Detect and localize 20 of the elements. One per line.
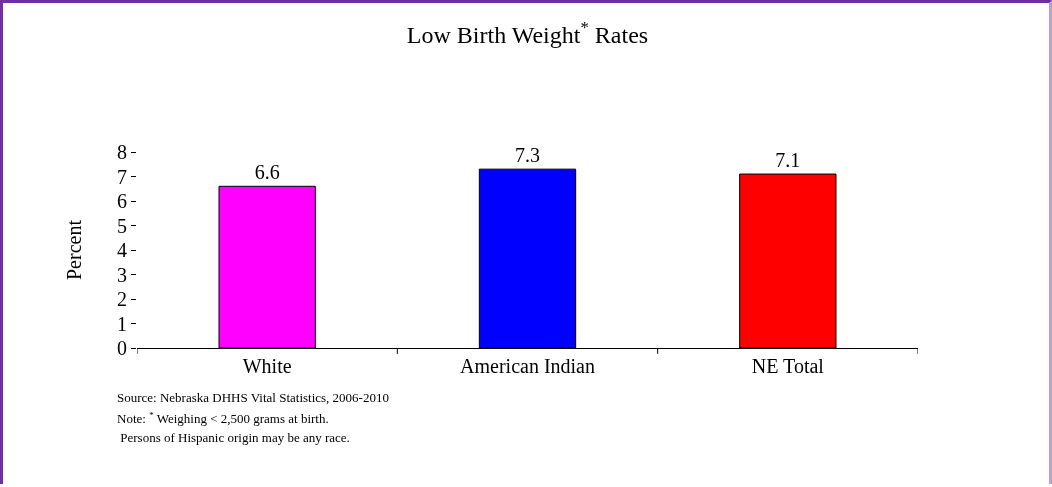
y-tick-label: 4 [117,239,127,261]
y-tick-label: 5 [117,214,127,237]
x-tick-label: White [242,355,292,377]
y-tick-label: 7 [117,165,127,188]
y-tick-label: 1 [117,312,127,335]
y-tick-label: 3 [117,263,127,286]
y-tick-label: 0 [117,337,127,359]
source-note: Source: Nebraska DHHS Vital Statistics, 2006-2010 [117,390,389,405]
x-tick-label: American Indian [460,355,595,377]
y-axis-title: Percent [62,219,85,280]
x-tick-label: NE Total [751,355,825,377]
text: Note: $^{*}$ Weighing < 2,500 grams at birth. [117,410,329,427]
y-tick-label: 2 [117,288,127,310]
y-tick-label: 8 [117,141,127,163]
data-label: 7.1 [775,149,801,172]
data-label: 6.6 [254,161,280,184]
text: Persons of Hispanic origin may be any race. [117,430,350,445]
data-label: 7.3 [515,144,540,167]
chart-title: Low Birth Weight$^{*}$ Rates [406,18,649,49]
y-tick-label: 6 [117,190,127,212]
